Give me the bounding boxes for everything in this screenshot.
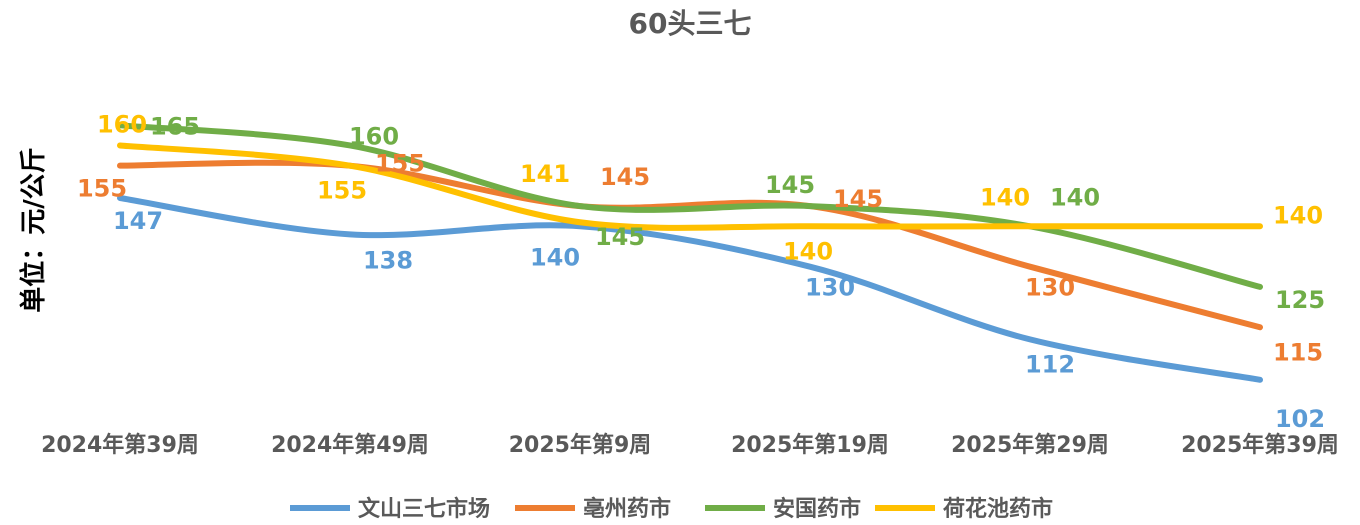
data-label: 102: [1275, 405, 1325, 433]
legend-item: 荷花池药市: [875, 496, 1053, 522]
data-label: 155: [317, 177, 367, 205]
series-line-2: [117, 122, 1263, 290]
series-line-0: [117, 195, 1263, 383]
data-label: 140: [1050, 183, 1100, 211]
data-label: 130: [805, 274, 855, 302]
data-label: 145: [595, 223, 645, 251]
data-label: 160: [97, 110, 147, 138]
legend-label: 文山三七市场: [358, 496, 490, 522]
x-tick-label: 2025年第29周: [951, 432, 1109, 458]
legend-label: 亳州药市: [583, 496, 671, 522]
data-label: 112: [1025, 350, 1075, 378]
data-label: 115: [1273, 338, 1323, 366]
data-label: 130: [1025, 274, 1075, 302]
data-label: 155: [375, 150, 425, 178]
data-label: 140: [980, 183, 1030, 211]
data-label: 125: [1275, 286, 1325, 314]
data-label: 147: [113, 207, 163, 235]
data-label: 140: [1273, 201, 1323, 229]
x-tick-label: 2024年第39周: [41, 432, 199, 458]
chart-title: 60头三七: [629, 7, 752, 40]
data-label: 145: [600, 163, 650, 191]
x-tick-label: 2025年第19周: [731, 432, 889, 458]
data-label: 160: [349, 122, 399, 150]
legend-label: 安国药市: [773, 496, 861, 522]
data-label: 155: [77, 175, 127, 203]
x-tick-label: 2025年第39周: [1181, 432, 1339, 458]
data-label: 145: [765, 171, 815, 199]
data-label: 141: [520, 160, 570, 188]
legend-item: 亳州药市: [515, 496, 671, 522]
data-label: 138: [363, 246, 413, 274]
x-tick-label: 2025年第9周: [509, 432, 652, 458]
data-label: 165: [150, 112, 200, 140]
legend-item: 安国药市: [705, 496, 861, 522]
legend-label: 荷花池药市: [943, 496, 1053, 522]
series-line-3: [117, 142, 1263, 231]
data-label: 140: [783, 237, 833, 265]
data-label: 145: [833, 185, 883, 213]
y-axis-label: 单位：元/公斤: [18, 147, 49, 313]
x-tick-label: 2024年第49周: [271, 432, 429, 458]
legend-item: 文山三七市场: [290, 496, 490, 522]
data-label: 140: [530, 243, 580, 271]
